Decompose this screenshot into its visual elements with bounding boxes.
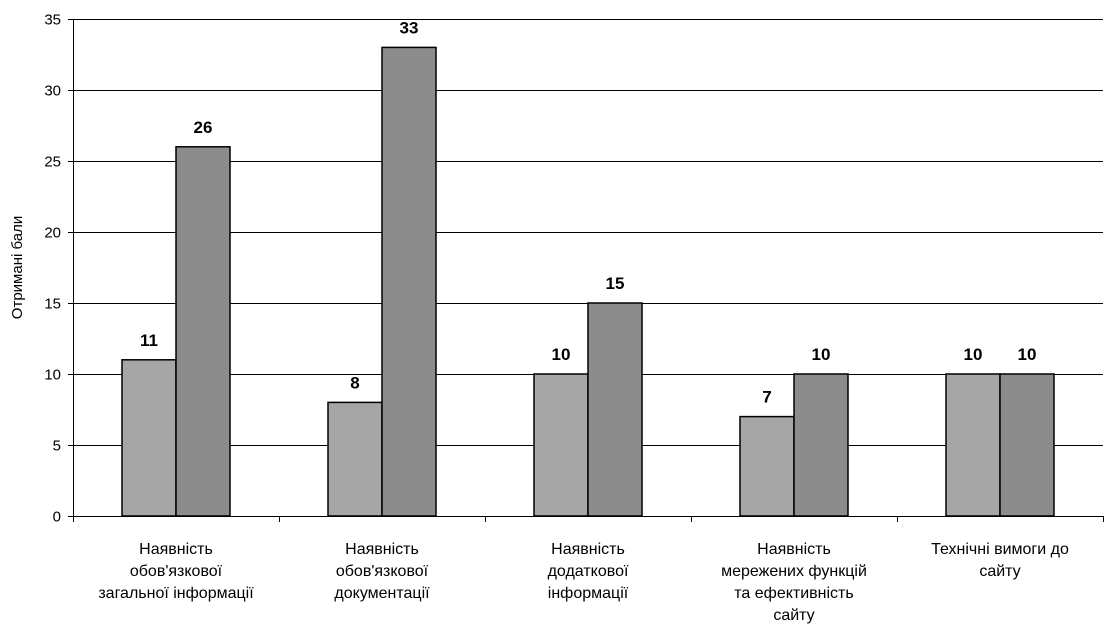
category-labels: Наявність обов'язкової загальної інформаці… — [98, 541, 1069, 624]
category-label-line: сайту — [979, 563, 1020, 580]
category-label-line: Наявність — [139, 541, 213, 558]
data-label-1-3: 10 — [552, 345, 571, 364]
y-tick-label: 15 — [44, 296, 61, 313]
category-label-line: мережених функцій — [721, 563, 867, 580]
bar-1-5 — [945, 373, 1001, 517]
bar-2-3 — [587, 302, 643, 517]
bar-1-3 — [533, 373, 589, 517]
y-tick-label: 0 — [53, 509, 61, 526]
bar-2-5 — [999, 373, 1055, 517]
data-labels: 11 26 8 33 10 15 7 10 10 10 — [140, 18, 1036, 406]
data-label-2-5: 10 — [1018, 345, 1037, 364]
category-label-line: Технічні вимоги до — [931, 541, 1069, 558]
category-label-line: обов'язкової — [336, 563, 429, 580]
data-label-1-2: 8 — [350, 373, 359, 392]
y-tick-label: 10 — [44, 367, 61, 384]
bar-2-2 — [381, 46, 437, 517]
bar-1-4 — [739, 415, 795, 517]
category-label-line: сайту — [773, 607, 814, 624]
category-label-line: інформації — [548, 585, 629, 602]
category-label-line: обов'язкової — [130, 563, 223, 580]
bar-1-1 — [121, 359, 177, 517]
data-label-1-1: 11 — [140, 331, 158, 350]
category-label-line: додаткової — [548, 563, 629, 580]
y-axis-title: Отримані бали — [9, 216, 26, 319]
y-tick-labels: 0 5 10 15 20 25 30 35 — [44, 12, 61, 526]
category-label-line: Наявність — [551, 541, 625, 558]
y-tick-label: 30 — [44, 83, 61, 100]
category-label-line: Наявність — [757, 541, 831, 558]
axes — [68, 19, 1104, 522]
category-label-line: загальної інформації — [98, 585, 254, 602]
data-label-2-4: 10 — [812, 345, 831, 364]
bar-2-1 — [175, 146, 231, 517]
y-tick-label: 25 — [44, 154, 61, 171]
data-label-2-1: 26 — [194, 118, 213, 137]
data-label-1-4: 7 — [762, 388, 771, 407]
data-label-2-2: 33 — [400, 18, 419, 37]
bar-1-2 — [327, 401, 383, 517]
y-tick-label: 5 — [53, 438, 61, 455]
y-tick-label: 35 — [44, 12, 61, 29]
y-tick-label: 20 — [44, 225, 61, 242]
bar-2-4 — [793, 373, 849, 517]
bars — [121, 46, 1055, 517]
category-label-line: документації — [334, 585, 430, 602]
category-label-line: Наявність — [345, 541, 419, 558]
data-label-1-5: 10 — [964, 345, 983, 364]
data-label-2-3: 15 — [606, 274, 625, 293]
category-label-line: та ефективність — [734, 585, 853, 602]
y-axis-title-group: Отримані бали — [9, 216, 26, 319]
